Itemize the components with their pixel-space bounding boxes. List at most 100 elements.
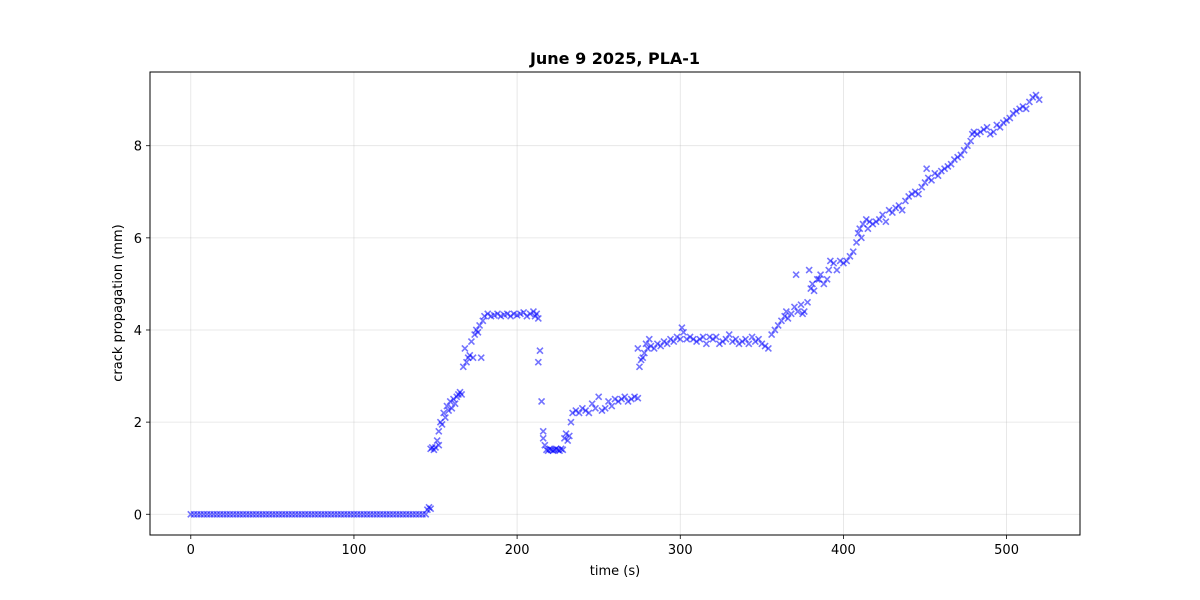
data-point: [541, 441, 549, 449]
y-tick-label: 2: [134, 416, 142, 431]
data-point: [725, 331, 733, 339]
data-point: [539, 427, 547, 435]
y-tick-label: 0: [134, 508, 142, 523]
data-point: [440, 409, 448, 417]
data-point: [621, 393, 629, 401]
data-point: [792, 271, 800, 279]
data-point: [983, 123, 991, 131]
data-point: [967, 137, 975, 145]
x-axis-label: time (s): [590, 564, 640, 579]
data-point: [441, 413, 449, 422]
data-point: [1025, 98, 1033, 106]
data-point: [670, 337, 678, 346]
data-point: [699, 333, 707, 341]
data-point: [534, 358, 542, 366]
data-point: [854, 229, 862, 237]
data-point: [575, 409, 583, 417]
data-point: [443, 402, 451, 410]
data-point: [856, 225, 864, 233]
data-point: [777, 317, 785, 325]
data-point: [477, 354, 485, 362]
data-point: [479, 317, 487, 325]
data-point: [422, 510, 430, 518]
data-point: [678, 324, 686, 332]
x-tick-label: 100: [342, 543, 367, 558]
data-point: [825, 266, 833, 274]
data-point: [679, 328, 688, 336]
data-point: [595, 393, 603, 401]
data-point: [875, 215, 883, 223]
data-point: [947, 160, 955, 168]
data-point: [459, 363, 467, 371]
data-point: [745, 340, 753, 348]
data-point: [559, 446, 567, 454]
data-point: [895, 202, 903, 210]
data-point: [1035, 96, 1043, 104]
data-point: [702, 340, 710, 348]
data-point: [830, 259, 838, 267]
axis-ticks: 0 100 200 300 400 500 0 2 4 6 8: [134, 140, 1019, 558]
data-point: [588, 400, 596, 408]
data-point: [996, 123, 1004, 131]
data-point: [817, 271, 825, 279]
data-point: [963, 142, 971, 150]
data-point: [712, 333, 720, 341]
y-tick-label: 6: [134, 232, 142, 247]
data-point: [918, 183, 926, 191]
data-point: [748, 333, 756, 341]
plot-frame: [149, 71, 1081, 536]
data-point: [435, 441, 443, 449]
data-point: [879, 211, 887, 219]
data-point: [732, 335, 740, 343]
data-point: [676, 335, 684, 343]
data-point: [1032, 91, 1040, 99]
data-point: [469, 354, 477, 362]
data-point: [534, 314, 542, 323]
data-point: [957, 151, 965, 159]
data-point: [849, 248, 857, 256]
data-point: [634, 344, 642, 352]
data-point: [927, 176, 936, 184]
data-point: [635, 363, 644, 371]
data-point: [800, 307, 808, 316]
data-point: [857, 234, 865, 242]
data-point: [427, 505, 435, 513]
data-point: [458, 390, 466, 399]
data-point: [451, 400, 459, 408]
data-point: [462, 358, 471, 366]
data-point: [604, 397, 613, 405]
data-point: [797, 301, 805, 309]
data-point: [960, 146, 968, 154]
data-point: [564, 436, 572, 445]
data-point: [585, 409, 593, 417]
data-point: [901, 197, 909, 205]
data-point: [591, 404, 599, 412]
data-point: [663, 340, 671, 348]
data-point: [741, 335, 750, 343]
data-point: [435, 427, 443, 435]
data-point: [1006, 114, 1014, 122]
data-point: [567, 418, 575, 426]
data-point: [539, 434, 547, 442]
data-point: [774, 321, 782, 329]
data-point: [650, 344, 658, 352]
data-point: [921, 179, 929, 187]
data-point: [803, 298, 812, 306]
data-point: [989, 128, 998, 136]
data-point: [934, 172, 942, 180]
data-point: [657, 342, 665, 350]
grid-lines: [150, 72, 1080, 535]
data-point: [755, 335, 763, 343]
data-point: [538, 397, 546, 405]
x-tick-label: 200: [505, 543, 530, 558]
data-point: [898, 206, 906, 214]
data-point: [533, 310, 541, 318]
data-point: [764, 344, 772, 352]
data-point: [474, 328, 482, 336]
data-point: [820, 280, 828, 288]
data-point: [846, 252, 854, 260]
data-point: [536, 347, 544, 355]
data-point: [782, 307, 790, 316]
data-point: [476, 321, 484, 329]
